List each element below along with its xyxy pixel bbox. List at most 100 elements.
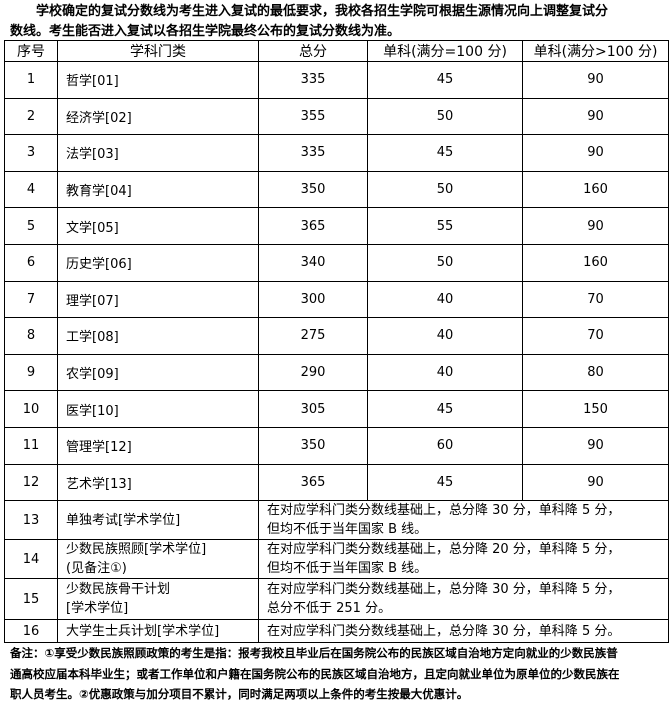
subject-line-1: 大学生士兵计划[学术学位] (66, 623, 220, 639)
row-single-100: 40 (367, 353, 523, 392)
row-single-over-100: 70 (522, 317, 669, 355)
row-single-100: 40 (367, 317, 523, 355)
row-subject: 管理学[12] (57, 426, 259, 465)
table-header: 序号 学科门类 总分 单科(满分=100 分) 单科(满分>100 分) (4, 40, 669, 62)
subject-line-2: [学术学位] (66, 601, 129, 617)
row-subject: 法学[03] (57, 134, 259, 172)
row-single-100: 45 (367, 463, 523, 502)
rule-line-2: 但均不低于当年国家 B 线。 (267, 561, 428, 577)
intro-line-1: 学校确定的复试分数线为考生进入复试的最低要求，我校各招生学院可根据生源情况向上调… (36, 4, 609, 19)
row-no: 6 (4, 243, 58, 282)
row-subject: 农学[09] (57, 353, 259, 392)
special-row: 15 少数民族骨干计划 [学术学位] 在对应学科门类分数线基础上，总分降 30 分，单… (4, 578, 669, 621)
rule-line-1: 在对应学科门类分数线基础上，总分降 30 分，单科降 5 分。 (267, 623, 621, 639)
header-single-100: 单科(满分=100 分) (367, 40, 523, 62)
row-subject: 哲学[01] (57, 61, 259, 99)
row-single-over-100: 90 (522, 134, 669, 172)
row-subject: 理学[07] (57, 280, 259, 319)
row-total: 290 (258, 353, 368, 392)
table-row: 10 医学[10] 305 45 150 (4, 390, 669, 428)
row-no: 9 (4, 353, 58, 392)
row-single-100: 45 (367, 134, 523, 172)
row-subject: 历史学[06] (57, 243, 259, 282)
score-table: 序号 学科门类 总分 单科(满分=100 分) 单科(满分>100 分) 1 哲学… (4, 40, 669, 644)
header-no: 序号 (4, 40, 58, 62)
table-row: 11 管理学[12] 350 60 90 (4, 426, 669, 465)
row-total: 365 (258, 463, 368, 502)
subject-line-1: 单独考试[学术学位] (66, 512, 181, 528)
row-single-100: 45 (367, 61, 523, 99)
row-total: 365 (258, 207, 368, 245)
table-row: 1 哲学[01] 335 45 90 (4, 61, 669, 99)
header-total: 总分 (258, 40, 368, 62)
row-single-over-100: 90 (522, 463, 669, 502)
rule-line-2: 总分不低于 251 分。 (267, 601, 392, 617)
row-no: 16 (4, 619, 58, 644)
row-total: 300 (258, 280, 368, 319)
row-total: 350 (258, 170, 368, 209)
row-single-over-100: 80 (522, 353, 669, 392)
table-row: 5 文学[05] 365 55 90 (4, 207, 669, 245)
row-no: 2 (4, 97, 58, 136)
row-total: 275 (258, 317, 368, 355)
row-total: 305 (258, 390, 368, 428)
row-no: 8 (4, 317, 58, 355)
row-single-100: 50 (367, 170, 523, 209)
row-no: 11 (4, 426, 58, 465)
row-single-over-100: 160 (522, 243, 669, 282)
intro-line-2: 数线。考生能否进入复试以各招生学院最终公布的复试分数线为准。 (10, 24, 401, 39)
row-single-over-100: 90 (522, 61, 669, 99)
row-total: 340 (258, 243, 368, 282)
row-single-100: 55 (367, 207, 523, 245)
row-total: 355 (258, 97, 368, 136)
row-subject: 文学[05] (57, 207, 259, 245)
special-row: 16 大学生士兵计划[学术学位] 在对应学科门类分数线基础上，总分降 30 分，单科… (4, 619, 669, 644)
row-single-over-100: 90 (522, 426, 669, 465)
notes-line-3: 职人员考生。②优惠政策与加分项目不累计，同时满足两项以上条件的考生按最大优惠计。 (10, 687, 469, 701)
row-no: 12 (4, 463, 58, 502)
row-single-100: 40 (367, 280, 523, 319)
rule-line-1: 在对应学科门类分数线基础上，总分降 20 分，单科降 5 分， (267, 542, 621, 558)
table-row: 9 农学[09] 290 40 80 (4, 353, 669, 392)
row-single-over-100: 90 (522, 207, 669, 245)
row-single-over-100: 70 (522, 280, 669, 319)
notes: 备注：①享受少数民族照顾政策的考生是指：报考我校且毕业后在国务院公布的民族区域自… (10, 643, 665, 705)
row-total: 335 (258, 134, 368, 172)
table-row: 6 历史学[06] 340 50 160 (4, 243, 669, 282)
table-row: 8 工学[08] 275 40 70 (4, 317, 669, 355)
rule-line-1: 在对应学科门类分数线基础上，总分降 30 分，单科降 5 分， (267, 582, 621, 598)
row-rule: 在对应学科门类分数线基础上，总分降 30 分，单科降 5 分。 (258, 619, 669, 644)
notes-line-1: 备注：①享受少数民族照顾政策的考生是指：报考我校且毕业后在国务院公布的民族区域自… (10, 646, 618, 660)
row-single-over-100: 90 (522, 97, 669, 136)
rule-line-1: 在对应学科门类分数线基础上，总分降 30 分，单科降 5 分， (267, 503, 621, 519)
row-single-100: 60 (367, 426, 523, 465)
row-no: 5 (4, 207, 58, 245)
row-rule: 在对应学科门类分数线基础上，总分降 20 分，单科降 5 分， 但均不低于当年国家… (258, 539, 669, 580)
row-no: 10 (4, 390, 58, 428)
row-subject: 工学[08] (57, 317, 259, 355)
special-row: 13 单独考试[学术学位] 在对应学科门类分数线基础上，总分降 30 分，单科降 5… (4, 500, 669, 541)
row-no: 13 (4, 500, 58, 541)
table-row: 2 经济学[02] 355 50 90 (4, 97, 669, 136)
subject-line-1: 少数民族照顾[学术学位] (66, 542, 207, 558)
notes-line-2: 通高校应届本科毕业生；或者工作单位和户籍在国务院公布的民族区域自治地方，且定向就… (10, 666, 620, 681)
row-total: 350 (258, 426, 368, 465)
subject-line-2: (见备注①) (66, 561, 127, 577)
row-subject: 少数民族骨干计划 [学术学位] (57, 578, 259, 621)
row-subject: 教育学[04] (57, 170, 259, 209)
intro-paragraph: 学校确定的复试分数线为考生进入复试的最低要求，我校各招生学院可根据生源情况向上调… (10, 2, 665, 42)
header-single-over-100: 单科(满分>100 分) (522, 40, 669, 62)
row-rule: 在对应学科门类分数线基础上，总分降 30 分，单科降 5 分， 总分不低于 251… (258, 578, 669, 621)
table-row: 4 教育学[04] 350 50 160 (4, 170, 669, 209)
row-single-over-100: 150 (522, 390, 669, 428)
row-total: 335 (258, 61, 368, 99)
row-subject: 经济学[02] (57, 97, 259, 136)
row-subject: 大学生士兵计划[学术学位] (57, 619, 259, 644)
row-no: 7 (4, 280, 58, 319)
row-subject: 少数民族照顾[学术学位] (见备注①) (57, 539, 259, 580)
row-single-over-100: 160 (522, 170, 669, 209)
table-row: 3 法学[03] 335 45 90 (4, 134, 669, 172)
header-subject: 学科门类 (57, 40, 259, 62)
row-subject: 单独考试[学术学位] (57, 500, 259, 541)
subject-line-1: 少数民族骨干计划 (66, 582, 171, 598)
